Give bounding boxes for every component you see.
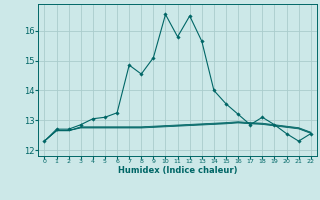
X-axis label: Humidex (Indice chaleur): Humidex (Indice chaleur): [118, 166, 237, 175]
